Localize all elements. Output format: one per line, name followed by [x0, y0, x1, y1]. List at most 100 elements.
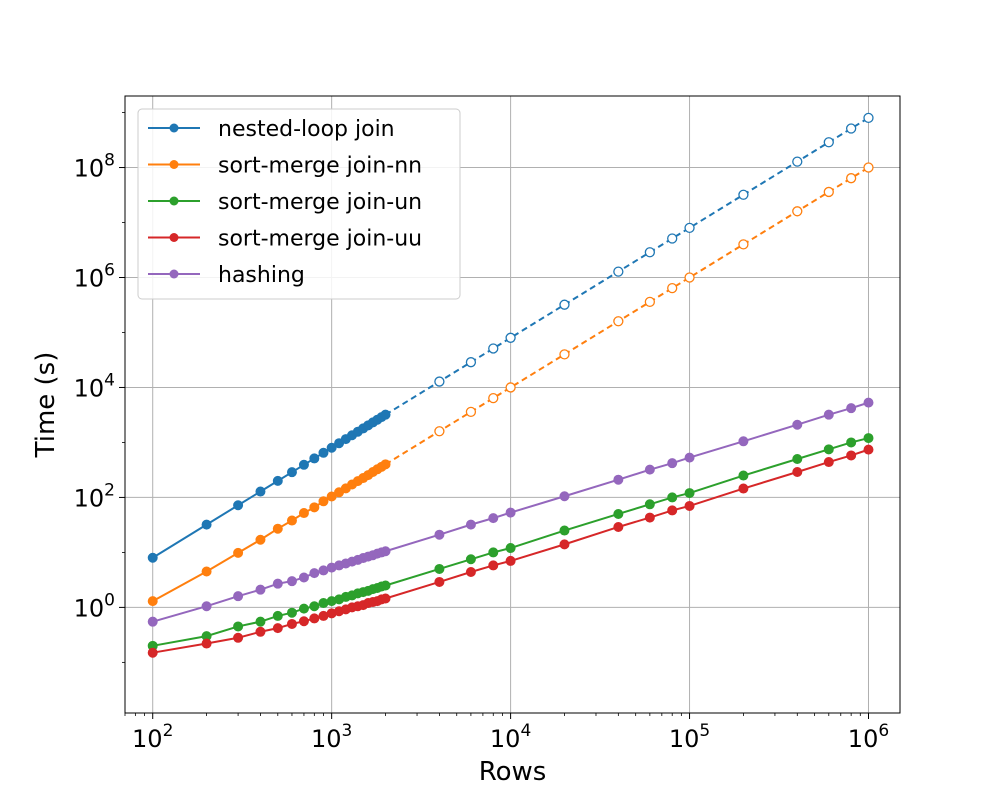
- data-point: [684, 488, 695, 499]
- y-tick-exponent: 0: [104, 590, 115, 610]
- data-point-extrapolated: [613, 316, 624, 327]
- data-point-extrapolated: [738, 239, 749, 250]
- series-hashing: [147, 397, 874, 627]
- data-point-extrapolated: [465, 357, 477, 368]
- y-tick-base: 10: [74, 594, 105, 622]
- data-point: [233, 632, 244, 643]
- x-tick-exponent: 5: [699, 721, 710, 741]
- x-tick-exponent: 6: [878, 721, 889, 741]
- data-point: [298, 572, 309, 583]
- data-point: [286, 576, 297, 587]
- data-point: [846, 403, 857, 414]
- legend-label: sort-merge join-uu: [218, 227, 422, 252]
- data-point: [846, 450, 857, 461]
- data-point: [505, 555, 516, 566]
- legend-label: sort-merge join-nn: [218, 154, 422, 179]
- legend-marker: [169, 233, 179, 242]
- data-point: [863, 433, 874, 444]
- x-tick-exponent: 2: [163, 721, 174, 741]
- data-point: [792, 467, 803, 478]
- data-point-extrapolated: [863, 162, 874, 173]
- legend-item: hashing: [148, 263, 305, 288]
- data-point: [863, 397, 874, 408]
- data-point: [233, 500, 244, 511]
- x-tick-base: 10: [848, 725, 879, 753]
- data-point-extrapolated: [434, 376, 445, 387]
- data-point: [644, 499, 655, 510]
- x-axis-ticks: 102 103 104 105 106: [124, 713, 889, 753]
- data-point: [559, 491, 570, 502]
- legend-item: nested-loop join: [148, 117, 395, 142]
- series-sort-merge-join-uu: [147, 444, 874, 658]
- data-point: [147, 616, 158, 627]
- legend-label: sort-merge join-un: [218, 190, 422, 215]
- legend-item: sort-merge join-uu: [148, 227, 422, 252]
- x-tick-label: 102: [132, 721, 173, 753]
- data-point: [201, 519, 212, 530]
- data-point: [255, 534, 266, 545]
- legend-label: nested-loop join: [218, 117, 395, 142]
- data-point: [272, 610, 283, 621]
- legend-marker: [169, 196, 179, 206]
- data-point-extrapolated: [823, 137, 834, 148]
- data-point: [559, 539, 570, 550]
- y-tick-base: 10: [74, 484, 105, 512]
- data-point-extrapolated: [505, 382, 516, 393]
- data-point: [298, 616, 309, 627]
- data-point: [272, 623, 283, 634]
- data-point-extrapolated: [505, 332, 516, 343]
- data-point-extrapolated: [644, 247, 655, 258]
- data-point-extrapolated: [738, 189, 749, 200]
- legend-marker: [169, 269, 179, 279]
- data-point: [644, 464, 655, 475]
- data-point: [298, 603, 309, 614]
- data-point: [318, 496, 329, 507]
- data-point: [684, 500, 695, 511]
- data-point: [667, 458, 678, 469]
- data-point-extrapolated: [465, 406, 477, 418]
- data-point: [434, 576, 445, 587]
- data-point: [465, 567, 476, 578]
- legend-label: hashing: [218, 263, 305, 288]
- data-point-extrapolated: [845, 173, 857, 184]
- data-point: [318, 447, 329, 458]
- data-point: [286, 607, 297, 618]
- data-point-extrapolated: [488, 392, 499, 404]
- x-tick-label: 105: [669, 721, 710, 753]
- data-point: [309, 453, 320, 464]
- data-point: [286, 618, 297, 629]
- data-point: [272, 578, 283, 589]
- data-point: [613, 521, 624, 532]
- y-tick-base: 10: [74, 264, 105, 292]
- data-point: [738, 483, 749, 494]
- data-point-extrapolated: [684, 222, 695, 233]
- data-point: [738, 436, 749, 447]
- data-point: [201, 601, 212, 612]
- legend-item: sort-merge join-un: [148, 190, 422, 215]
- data-point-extrapolated: [684, 272, 695, 283]
- data-point: [309, 502, 320, 513]
- x-tick-label: 104: [490, 721, 531, 753]
- data-point: [318, 565, 329, 576]
- y-tick-label: 106: [74, 260, 115, 292]
- data-point-extrapolated: [613, 266, 624, 277]
- data-point: [380, 409, 391, 420]
- x-tick-exponent: 4: [520, 721, 531, 741]
- data-point: [667, 505, 678, 516]
- data-point: [309, 568, 320, 579]
- data-point-extrapolated: [559, 349, 570, 360]
- data-point: [318, 610, 329, 621]
- data-point: [298, 459, 309, 470]
- data-point: [201, 566, 212, 577]
- data-point: [272, 475, 283, 486]
- data-point: [644, 512, 655, 523]
- data-point: [318, 598, 329, 609]
- y-tick-label: 100: [74, 590, 115, 622]
- data-point: [326, 442, 337, 453]
- legend: nested-loop join sort-merge join-nn sort-m…: [137, 108, 461, 300]
- data-point-extrapolated: [792, 206, 803, 217]
- data-point: [147, 596, 158, 607]
- data-point: [309, 613, 320, 624]
